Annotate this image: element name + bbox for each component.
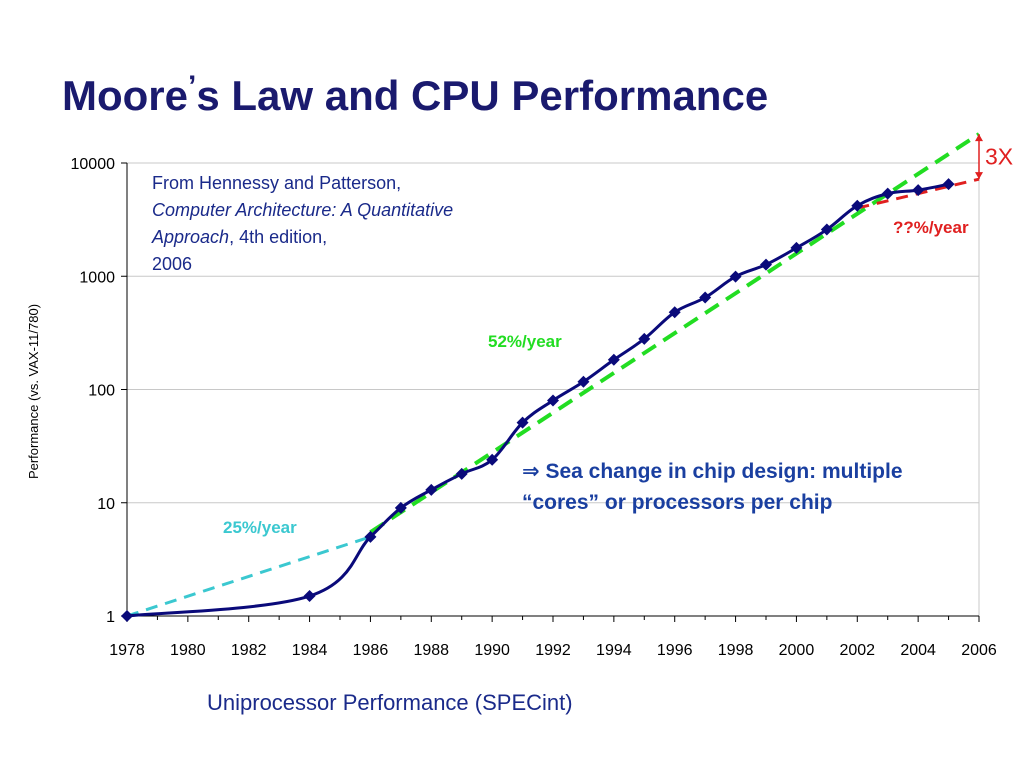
x-tick-label-2000: 2000	[779, 642, 815, 659]
trend-label-future: ??%/year	[893, 218, 969, 237]
x-tick-label-1996: 1996	[657, 642, 693, 659]
x-tick-label-1988: 1988	[413, 642, 449, 659]
data-point-1990	[486, 453, 499, 466]
implies-arrow-icon: ⇒	[522, 460, 540, 483]
data-point-2000	[790, 241, 803, 254]
y-tick-label-10000: 10000	[71, 156, 116, 173]
x-tick-label-2006: 2006	[961, 642, 997, 659]
y-tick-label-10: 10	[97, 496, 115, 513]
trend-line-25pct	[126, 535, 371, 618]
gap-label-3x: 3X	[985, 144, 1013, 170]
trend-lines: 25%/year 52%/year ??%/year	[126, 132, 981, 618]
trend-line-52pct	[369, 132, 981, 534]
data-point-1993	[577, 375, 590, 388]
data-point-1995	[638, 332, 651, 345]
data-point-2005	[942, 178, 955, 191]
slide-title: Moore’s Law and CPU Performance	[62, 70, 769, 119]
data-point-1991	[516, 416, 529, 429]
trend-label-52pct: 52%/year	[488, 332, 562, 351]
x-tick-label-1982: 1982	[231, 642, 267, 659]
data-point-2003	[881, 187, 894, 200]
data-point-1996	[668, 306, 681, 319]
data-point-1988	[425, 483, 438, 496]
x-tick-label-1992: 1992	[535, 642, 571, 659]
data-point-1986	[364, 530, 377, 543]
arrowhead-down-icon	[975, 172, 983, 180]
callout-multicore: ⇒ Sea change in chip design: multiple “c…	[522, 460, 903, 514]
data-point-1984	[303, 590, 316, 603]
x-tick-label-2004: 2004	[900, 642, 936, 659]
y-axis-label: Performance (vs. VAX-11/780)	[26, 304, 41, 479]
axes	[121, 162, 980, 622]
y-tick-label-1000: 1000	[79, 269, 115, 286]
x-tick-label-1980: 1980	[170, 642, 206, 659]
data-point-1999	[760, 258, 772, 271]
x-tick-label-1998: 1998	[718, 642, 754, 659]
tick-labels: 1 10 100 1000 10000 1978 1980 1982 1984 1986 1988 1…	[71, 156, 997, 659]
x-tick-label-2002: 2002	[839, 642, 875, 659]
arrowhead-up-icon	[975, 134, 983, 142]
performance-series	[121, 178, 955, 622]
y-tick-label-100: 100	[88, 383, 115, 400]
data-point-1997	[699, 291, 712, 304]
x-tick-label-1978: 1978	[109, 642, 145, 659]
grid-lines	[127, 162, 980, 616]
data-point-1989	[455, 467, 468, 480]
trend-label-25pct: 25%/year	[223, 518, 297, 537]
data-point-1994	[607, 353, 620, 366]
source-note: From Hennessy and Patterson, Computer Ar…	[152, 173, 454, 274]
data-point-2002	[851, 199, 864, 212]
x-tick-label-1994: 1994	[596, 642, 632, 659]
data-point-1998	[729, 270, 742, 283]
data-point-1978	[121, 610, 133, 622]
y-tick-label-1: 1	[106, 609, 115, 626]
data-point-1992	[547, 394, 559, 407]
data-point-1987	[394, 501, 407, 514]
data-point-2004	[912, 184, 925, 197]
x-tick-label-1990: 1990	[474, 642, 510, 659]
x-tick-label-1984: 1984	[292, 642, 328, 659]
chart-caption: Uniprocessor Performance (SPECint)	[207, 690, 573, 715]
data-point-2001	[820, 223, 833, 236]
x-tick-label-1986: 1986	[353, 642, 389, 659]
annotations: 3X	[975, 134, 1013, 180]
